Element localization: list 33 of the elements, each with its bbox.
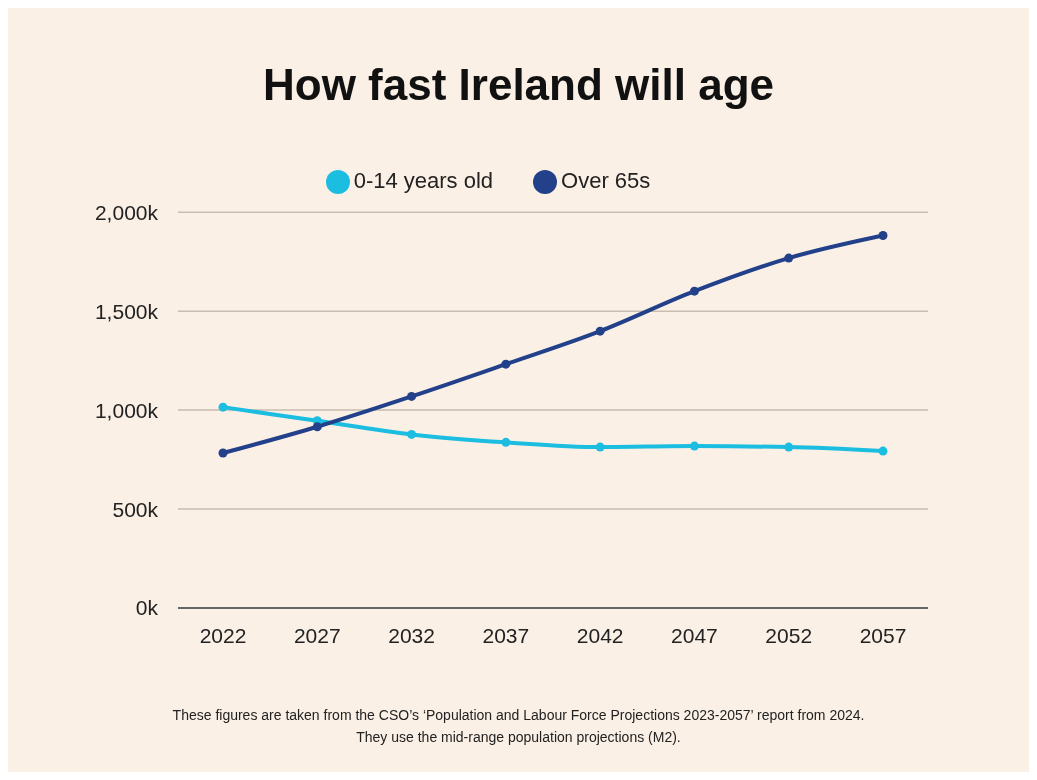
y-tick-label: 1,500k <box>94 299 159 323</box>
text: They use the mid-range population projections (M2). <box>355 728 682 747</box>
point <box>407 429 417 439</box>
point <box>689 441 699 451</box>
point <box>878 231 888 241</box>
point <box>878 446 888 456</box>
point <box>689 286 699 296</box>
x-tick-label: 2057 <box>859 623 907 647</box>
point <box>784 253 794 263</box>
x-tick-label: 2022 <box>199 623 247 647</box>
x-tick-label: 2027 <box>293 623 341 647</box>
x-tick-label: 2047 <box>671 623 718 647</box>
point <box>407 391 417 401</box>
y-tick-label: 500k <box>112 497 159 521</box>
chart-title: How fast Ireland will age <box>262 59 775 110</box>
legend-label: Over 65s <box>561 168 651 193</box>
x-tick-label: 2032 <box>388 623 435 647</box>
x-tick-label: 2037 <box>482 623 530 647</box>
y-tick-label: 1,000k <box>94 398 159 422</box>
point <box>501 437 511 447</box>
point <box>218 448 228 458</box>
point <box>595 326 605 336</box>
y-tick-label: 0k <box>135 596 159 620</box>
point <box>312 422 322 432</box>
y-tick-label: 2,000k <box>94 200 159 224</box>
point <box>218 402 228 412</box>
x-tick-label: 2052 <box>765 623 813 647</box>
point <box>595 442 605 452</box>
text: These figures are taken from the CSO’s ‘Population and Labour Force Projections 2023-2057’ report from 2024. <box>171 706 866 725</box>
point <box>784 442 794 452</box>
x-tick-label: 2042 <box>576 623 624 647</box>
point <box>501 359 511 369</box>
legend-label: 0-14 years old <box>353 168 494 193</box>
